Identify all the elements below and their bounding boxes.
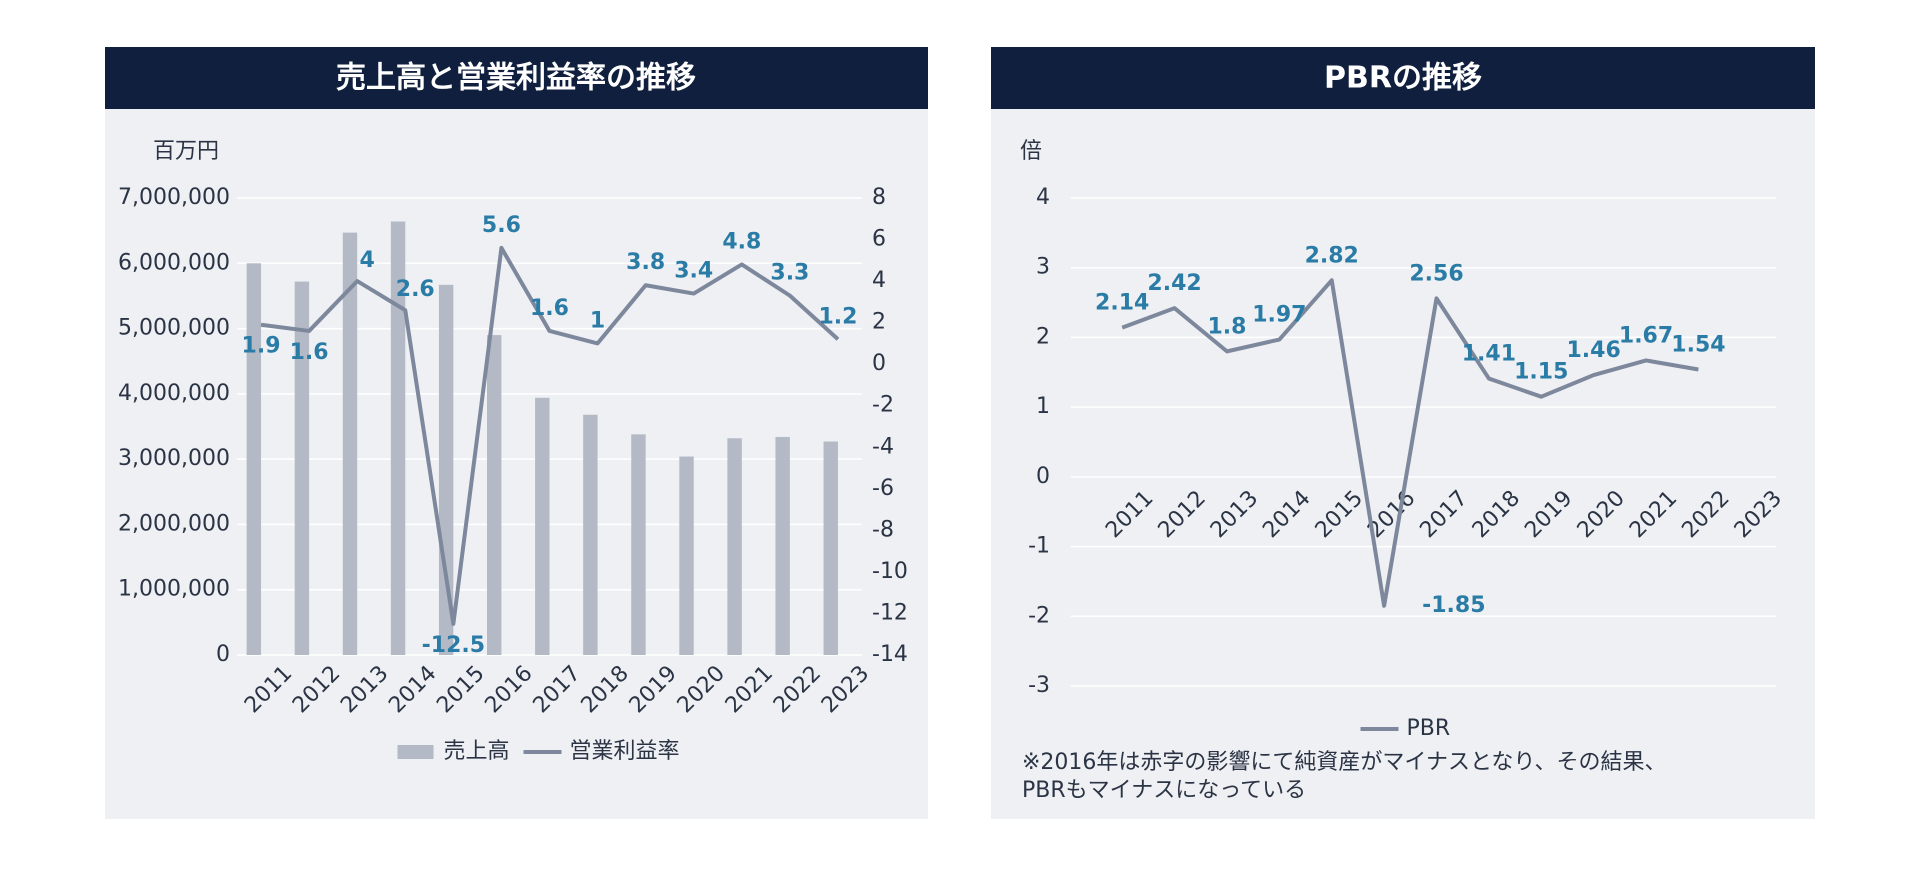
y-tick-label: 2 bbox=[1036, 324, 1050, 349]
data-label: 2.82 bbox=[1305, 243, 1359, 268]
data-label: 5.6 bbox=[482, 213, 521, 238]
data-label: 2.56 bbox=[1409, 261, 1463, 286]
data-label: 2.6 bbox=[396, 277, 435, 302]
y2-tick-label: -10 bbox=[872, 559, 908, 584]
y2-tick-label: 6 bbox=[872, 227, 886, 252]
line bbox=[1121, 278, 1699, 608]
y2-tick-label: 2 bbox=[872, 310, 886, 335]
bar bbox=[775, 436, 790, 655]
data-label: 1.6 bbox=[530, 296, 569, 321]
y-axis-label: 倍 bbox=[1020, 139, 1042, 164]
y-tick-label: 1 bbox=[1036, 394, 1050, 419]
data-label: 4.8 bbox=[722, 229, 761, 254]
bar bbox=[487, 335, 502, 655]
data-label: 3.8 bbox=[626, 250, 665, 275]
chart-title: 売上高と営業利益率の推移 bbox=[336, 61, 696, 96]
data-label: 1.67 bbox=[1619, 323, 1673, 348]
panel bbox=[105, 47, 928, 819]
bar bbox=[246, 263, 262, 655]
y-tick-label: 3 bbox=[1036, 255, 1050, 280]
bar bbox=[535, 397, 550, 655]
y2-tick-label: -2 bbox=[872, 393, 894, 418]
data-label: 1.2 bbox=[818, 304, 857, 329]
data-label: 1.46 bbox=[1567, 338, 1621, 363]
y-tick-label: -2 bbox=[1028, 603, 1050, 628]
bar bbox=[342, 232, 358, 655]
legend-label: 売上高 bbox=[444, 739, 510, 764]
chart-title: PBRの推移 bbox=[1324, 61, 1482, 96]
y-tick-label: 1,000,000 bbox=[118, 577, 230, 602]
data-label: 3.3 bbox=[770, 261, 809, 286]
y-tick-label: 5,000,000 bbox=[118, 316, 230, 341]
data-label: -1.85 bbox=[1422, 593, 1485, 618]
data-label: 1.6 bbox=[290, 340, 329, 365]
line bbox=[260, 245, 840, 626]
y2-tick-label: -4 bbox=[872, 434, 894, 459]
data-label: 1.8 bbox=[1207, 314, 1246, 339]
data-label: 1.41 bbox=[1462, 342, 1516, 367]
y-tick-label: 4,000,000 bbox=[118, 381, 230, 406]
note: PBRもマイナスになっている bbox=[1022, 778, 1306, 803]
data-label: 4 bbox=[360, 248, 375, 273]
y2-tick-label: -14 bbox=[872, 642, 908, 667]
bar bbox=[727, 438, 742, 655]
y-tick-label: 2,000,000 bbox=[118, 511, 230, 536]
panel-header bbox=[991, 47, 1815, 109]
data-label: 3.4 bbox=[674, 259, 713, 284]
legend-label: PBR bbox=[1407, 716, 1451, 741]
y-axis-label: 百万円 bbox=[153, 139, 219, 164]
y-tick-label: 0 bbox=[1036, 464, 1050, 489]
data-label: -12.5 bbox=[422, 633, 485, 658]
bar bbox=[823, 441, 838, 655]
y-tick-label: -3 bbox=[1028, 673, 1050, 698]
legend-label: 営業利益率 bbox=[570, 739, 680, 764]
bar bbox=[583, 414, 598, 655]
legend-swatch bbox=[397, 745, 434, 759]
data-label: 2.42 bbox=[1147, 271, 1201, 296]
data-label: 1.9 bbox=[242, 334, 281, 359]
data-label: 2.14 bbox=[1095, 291, 1149, 316]
y2-tick-label: 0 bbox=[872, 351, 886, 376]
bar bbox=[679, 456, 694, 655]
data-label: 1.15 bbox=[1514, 360, 1568, 385]
note: ※2016年は赤字の影響にて純資産がマイナスとなり、その結果、 bbox=[1022, 750, 1666, 775]
y-tick-label: -1 bbox=[1028, 534, 1050, 559]
y-tick-label: 6,000,000 bbox=[118, 250, 230, 275]
y-tick-label: 0 bbox=[216, 642, 230, 667]
y2-tick-label: -12 bbox=[872, 600, 908, 625]
y-tick-label: 3,000,000 bbox=[118, 446, 230, 471]
y2-tick-label: 8 bbox=[872, 185, 886, 210]
y2-tick-label: 4 bbox=[872, 268, 886, 293]
y2-tick-label: -8 bbox=[872, 517, 894, 542]
panel-header bbox=[105, 47, 928, 109]
y2-tick-label: -6 bbox=[872, 476, 894, 501]
bar bbox=[294, 281, 310, 655]
bar bbox=[390, 221, 406, 655]
data-label: 1.54 bbox=[1671, 332, 1725, 357]
data-label: 1 bbox=[590, 308, 605, 333]
bar bbox=[631, 434, 646, 655]
data-label: 1.97 bbox=[1252, 303, 1306, 328]
y-tick-label: 7,000,000 bbox=[118, 185, 230, 210]
panel bbox=[991, 47, 1815, 819]
y-tick-label: 4 bbox=[1036, 185, 1050, 210]
